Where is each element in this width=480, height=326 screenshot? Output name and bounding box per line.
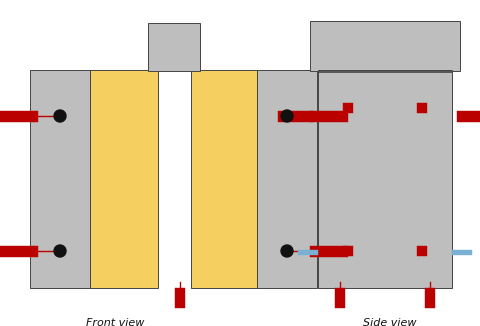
Bar: [457, 111, 480, 122]
Bar: [310, 111, 348, 122]
Bar: [425, 288, 435, 308]
Bar: [0, 111, 38, 122]
Bar: [0, 245, 38, 257]
Bar: [90, 70, 158, 288]
Bar: [30, 70, 90, 288]
Circle shape: [54, 245, 66, 257]
Bar: [452, 249, 472, 255]
Text: Side view: Side view: [363, 318, 417, 326]
Bar: [148, 23, 200, 71]
Text: Front view: Front view: [86, 318, 144, 326]
Bar: [278, 111, 313, 122]
Circle shape: [54, 110, 66, 122]
Bar: [298, 249, 318, 255]
Bar: [335, 288, 345, 308]
Circle shape: [281, 245, 293, 257]
Bar: [175, 288, 185, 308]
Bar: [343, 246, 353, 256]
Bar: [417, 103, 427, 113]
Bar: [191, 70, 257, 288]
Bar: [310, 245, 348, 257]
Bar: [417, 246, 427, 256]
Circle shape: [281, 110, 293, 122]
Bar: [343, 103, 353, 113]
Bar: [310, 21, 460, 71]
Bar: [257, 70, 317, 288]
Bar: [318, 70, 452, 288]
